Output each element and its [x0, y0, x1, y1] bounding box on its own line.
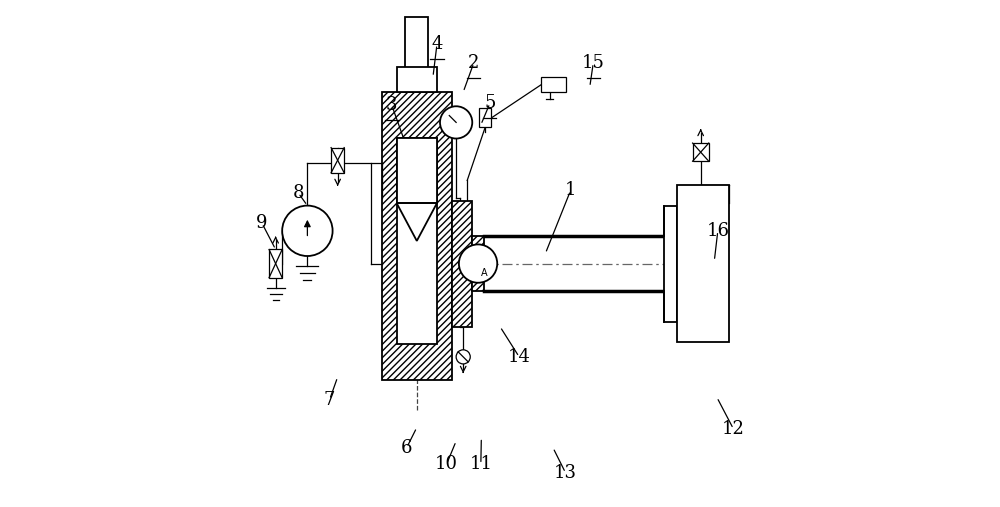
Bar [382, 92, 452, 380]
Bar [664, 206, 677, 321]
Circle shape [459, 244, 497, 283]
Text: 5: 5 [484, 94, 496, 112]
Bar [397, 137, 437, 344]
Text: 7: 7 [324, 391, 335, 409]
Text: 13: 13 [554, 464, 577, 482]
Bar [331, 148, 344, 173]
Bar [472, 236, 484, 292]
Circle shape [440, 106, 472, 138]
Circle shape [282, 206, 333, 256]
Text: 12: 12 [722, 420, 745, 438]
Bar [269, 249, 282, 278]
Bar [479, 108, 491, 127]
Text: 4: 4 [431, 35, 443, 53]
Bar [693, 143, 709, 161]
Text: 2: 2 [468, 54, 479, 72]
Text: 16: 16 [706, 222, 729, 240]
Text: 10: 10 [435, 455, 458, 473]
Text: 15: 15 [582, 54, 605, 72]
Text: 11: 11 [469, 455, 492, 473]
Text: A: A [481, 268, 487, 278]
Text: 6: 6 [401, 439, 412, 457]
Bar [541, 77, 566, 92]
Text: 9: 9 [256, 214, 268, 232]
Text: 8: 8 [293, 184, 304, 202]
Text: 1: 1 [565, 182, 576, 199]
Bar [677, 186, 729, 342]
Circle shape [456, 350, 470, 364]
Bar [397, 137, 437, 203]
Bar [397, 67, 437, 92]
Bar [405, 17, 428, 92]
Polygon shape [397, 203, 437, 241]
Text: 14: 14 [508, 348, 531, 366]
Bar [452, 201, 472, 327]
Text: 3: 3 [386, 96, 397, 114]
